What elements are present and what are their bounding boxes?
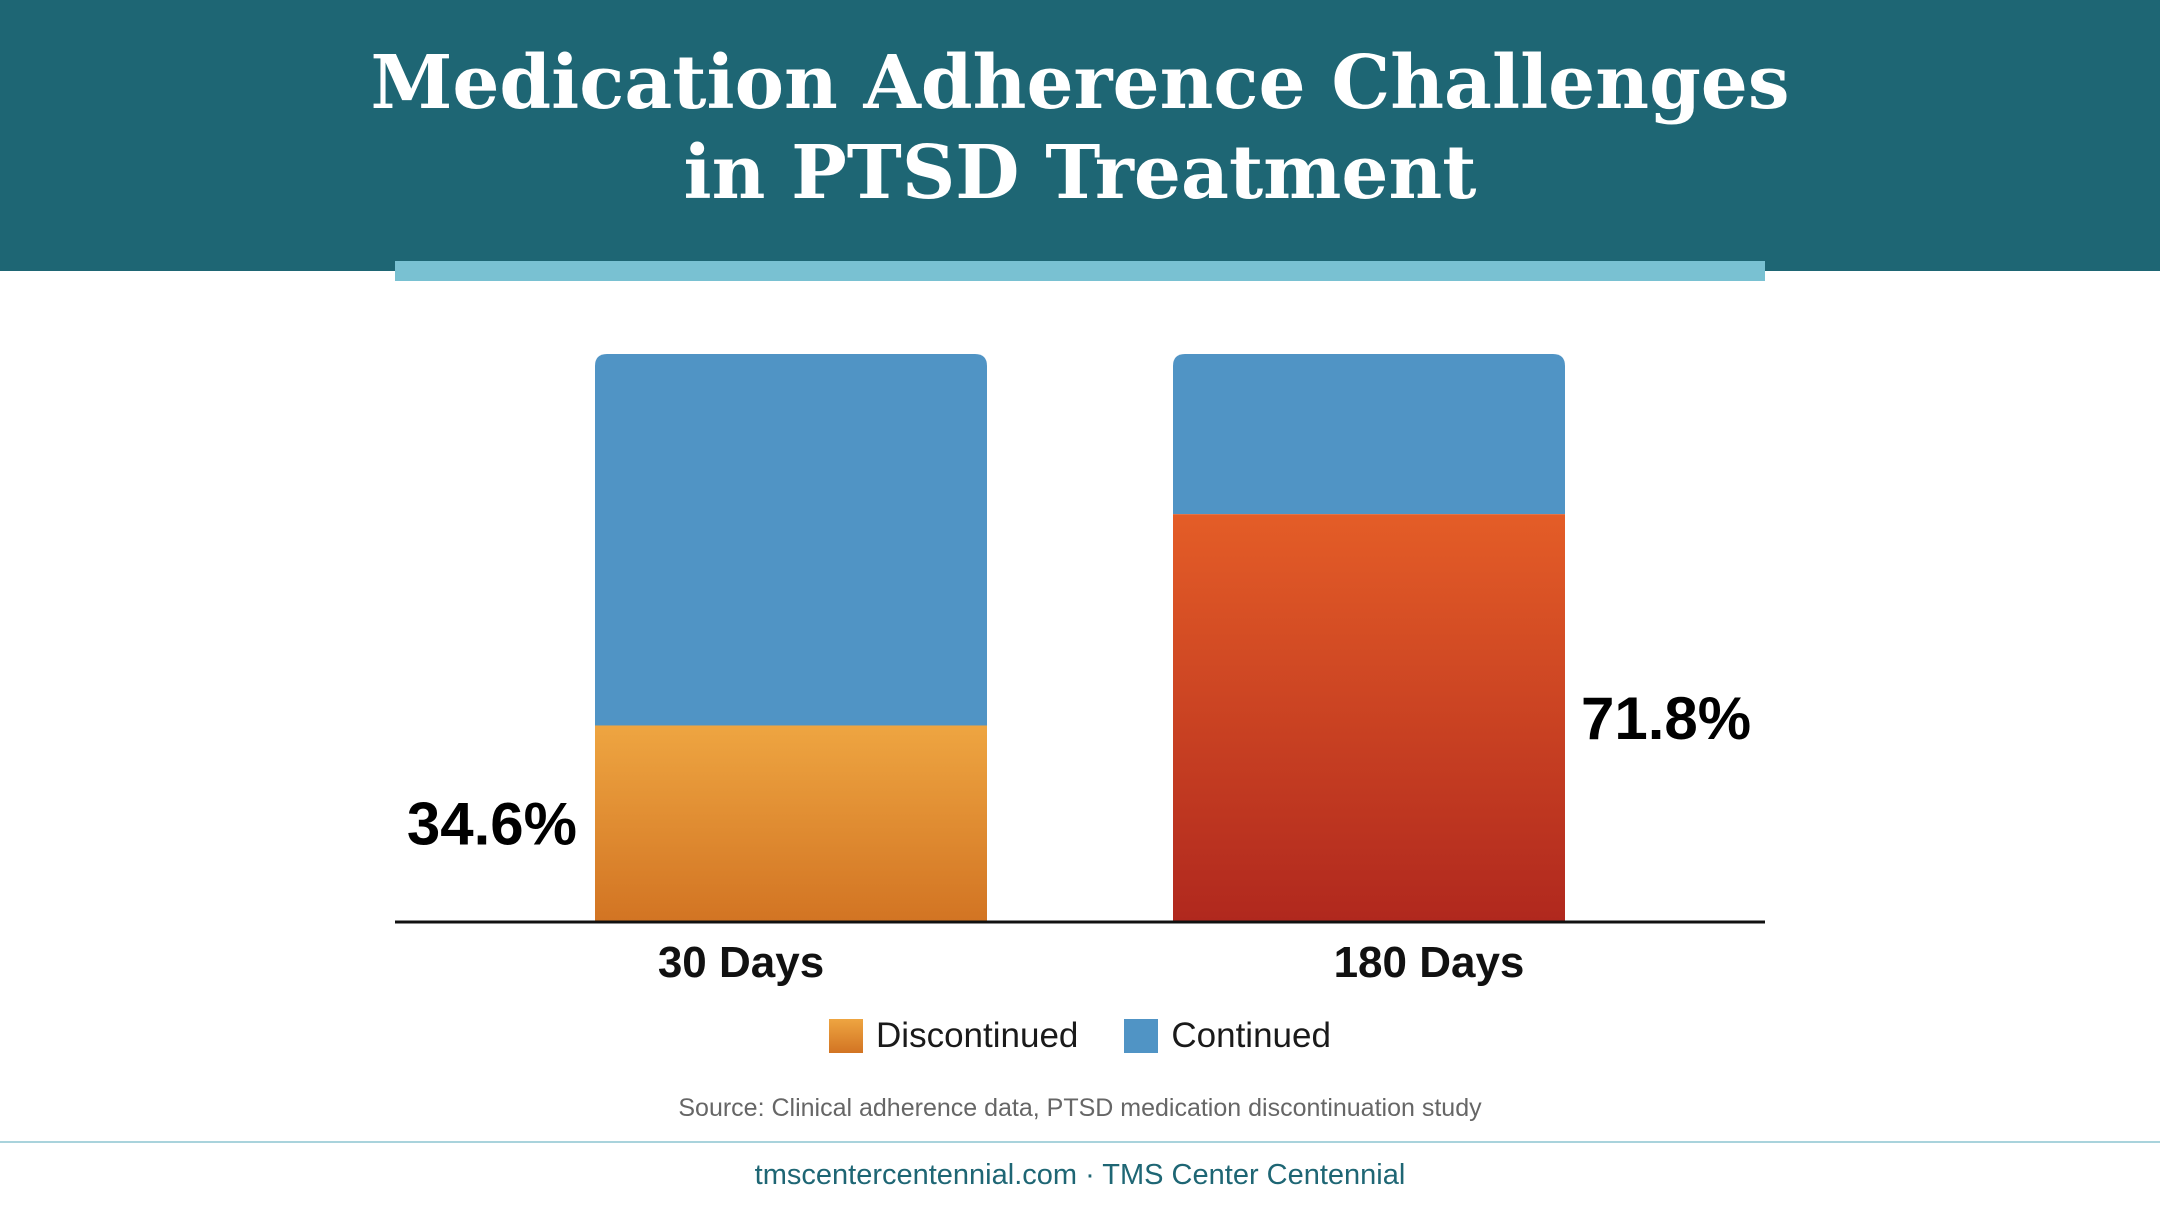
title-line-1: Medication Adherence Challenges	[370, 40, 1790, 126]
footer-divider	[0, 1141, 2160, 1143]
category-label-180-days: 180 Days	[1334, 938, 1525, 987]
accent-bar	[395, 261, 1765, 281]
legend-label-discontinued: Discontinued	[876, 1016, 1079, 1055]
legend-label-continued: Continued	[1171, 1016, 1331, 1055]
bar-discontinued-30-days	[595, 725, 987, 922]
labels-layer: 30 Days 34.6% 180 Days 71.8%	[407, 685, 1751, 987]
bars-layer	[595, 354, 1565, 922]
legend-swatch-continued	[1124, 1019, 1159, 1053]
title-line-2: in PTSD Treatment	[683, 130, 1477, 216]
header-banner: Medication Adherence Challenges in PTSD …	[0, 0, 2160, 271]
data-label-discontinued-180-days: 71.8%	[1581, 685, 1751, 752]
category-label-30-days: 30 Days	[658, 938, 824, 987]
legend-swatch-discontinued	[829, 1019, 864, 1053]
data-label-discontinued-30-days: 34.6%	[407, 791, 577, 858]
bar-continued-30-days	[595, 354, 987, 726]
bar-continued-180-days	[1173, 354, 1565, 515]
legend: Discontinued Continued	[0, 1016, 2160, 1056]
source-note: Source: Clinical adherence data, PTSD me…	[678, 1094, 1482, 1122]
page-title: Medication Adherence Challenges in PTSD …	[0, 38, 2160, 218]
footer-credit: tmscentercentennial.com · TMS Center Cen…	[754, 1159, 1406, 1191]
legend-item-continued: Continued	[1124, 1016, 1331, 1056]
legend-item-discontinued: Discontinued	[829, 1016, 1078, 1056]
bar-discontinued-180-days	[1173, 514, 1565, 922]
